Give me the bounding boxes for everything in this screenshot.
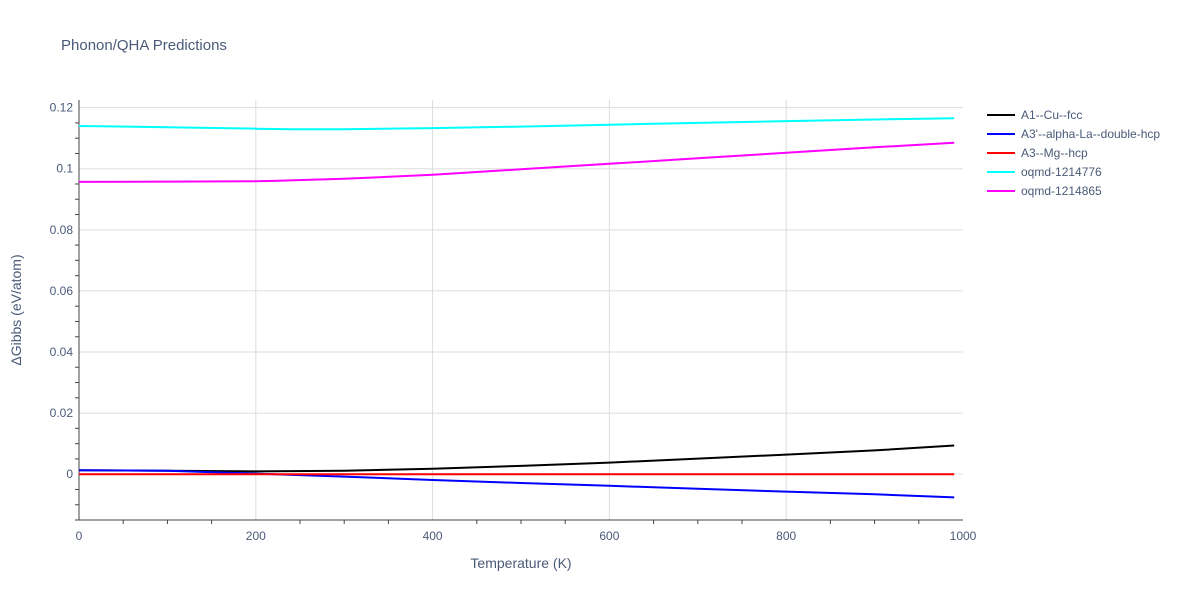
series-line-oqmd-1214865[interactable] — [78, 141, 955, 183]
x-tick-label: 0 — [76, 529, 83, 543]
gridlines — [79, 100, 963, 520]
x-tick-label: 200 — [246, 529, 266, 543]
x-tick-label: 800 — [776, 529, 796, 543]
legend-item[interactable]: A1--Cu--fcc — [987, 108, 1082, 122]
legend-item[interactable]: A3--Mg--hcp — [987, 146, 1088, 160]
chart-title: Phonon/QHA Predictions — [61, 37, 227, 54]
legend-label: oqmd-1214865 — [1021, 184, 1102, 198]
y-tick-label: 0.06 — [50, 284, 74, 298]
x-tick-label: 400 — [423, 529, 443, 543]
series-line-oqmd-1214776[interactable] — [78, 117, 955, 131]
axes: 0 200 400 600 800 1000 0 0.02 0.04 0.06 0.08 0.1 0.1… — [50, 100, 977, 543]
x-tick-label: 600 — [599, 529, 619, 543]
legend-label: A3'--alpha-La--double-hcp — [1021, 127, 1160, 141]
legend-label: oqmd-1214776 — [1021, 165, 1102, 179]
legend-label: A3--Mg--hcp — [1021, 146, 1088, 160]
legend-item[interactable]: oqmd-1214776 — [987, 165, 1102, 179]
legend[interactable]: A1--Cu--fcc A3'--alpha-La--double-hcp A3--… — [987, 108, 1160, 198]
series-line-a1-cu-fcc[interactable] — [78, 444, 955, 473]
y-tick-label: 0.02 — [50, 406, 74, 420]
y-tick-label: 0 — [66, 467, 73, 481]
legend-item[interactable]: oqmd-1214865 — [987, 184, 1102, 198]
y-tick-label: 0.04 — [50, 345, 74, 359]
y-tick-label: 0.1 — [56, 162, 73, 176]
x-tick-label: 1000 — [950, 529, 977, 543]
x-axis-title: Temperature (K) — [470, 555, 571, 571]
y-tick-label: 0.12 — [50, 101, 74, 115]
plot-area — [78, 117, 955, 499]
y-axis-title: ΔGibbs (eV/atom) — [8, 254, 24, 365]
y-tick-label: 0.08 — [50, 223, 74, 237]
legend-item[interactable]: A3'--alpha-La--double-hcp — [987, 127, 1160, 141]
legend-label: A1--Cu--fcc — [1021, 108, 1082, 122]
series-line-a3-alpha-la-double-hcp[interactable] — [78, 469, 955, 499]
